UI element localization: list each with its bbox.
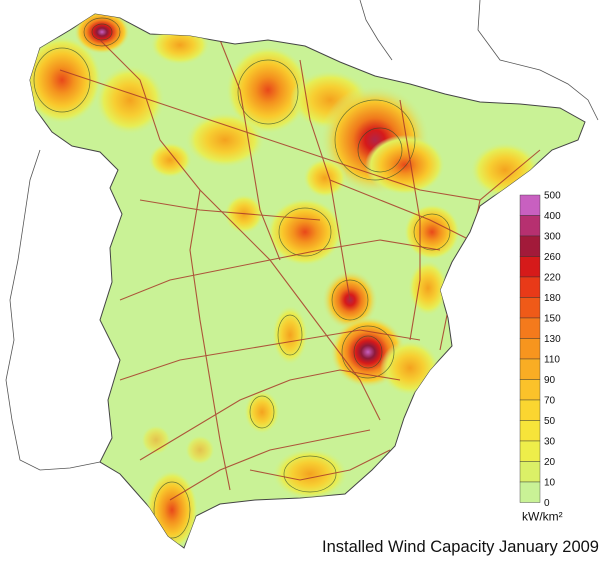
- legend-tick-label: 260: [544, 252, 561, 263]
- legend-tick-label: 20: [544, 457, 556, 468]
- legend-swatch: [519, 461, 541, 483]
- legend-tick-label: 70: [544, 396, 556, 407]
- legend-swatch: [519, 215, 541, 237]
- power-grid: [59, 39, 541, 501]
- legend-tick-label: 180: [544, 293, 561, 304]
- portugal-border: [5, 149, 101, 471]
- legend-swatch: [519, 297, 541, 319]
- hotspot-toledo: [272, 305, 308, 365]
- hotspot-huelva: [141, 425, 171, 455]
- hotspot-valencia: [408, 260, 448, 316]
- hotspot-soria: [303, 158, 347, 198]
- legend-unit: kW/km²: [522, 510, 563, 524]
- legend-tick-label: 220: [544, 273, 561, 284]
- legend-tick-label: 400: [544, 211, 561, 222]
- legend: 500 400 300 260 220 180 150 130 110 90 70 50 30 20 10 0…: [519, 191, 563, 524]
- legend-swatch: [519, 358, 541, 380]
- legend-tick-label: 110: [544, 355, 560, 366]
- legend-tick-label: 50: [544, 416, 556, 427]
- legend-tick-label: 10: [544, 478, 556, 489]
- hotspot-cantabria-burgos: [226, 46, 310, 134]
- legend-tick-label: 500: [544, 191, 561, 202]
- hotspot-leon: [185, 112, 265, 168]
- france-border: [359, 0, 599, 121]
- hotspot-granada-malaga: [272, 448, 348, 500]
- legend-swatch: [519, 399, 541, 421]
- legend-swatch: [519, 379, 541, 401]
- legend-swatch: [519, 235, 541, 257]
- legend-tick-label: 300: [544, 232, 561, 243]
- hotspot-galicia-interior: [95, 65, 165, 135]
- legend-tick-label: 30: [544, 437, 556, 448]
- legend-tick-label: 90: [544, 375, 556, 386]
- legend-tick-label: 150: [544, 314, 561, 325]
- legend-swatch: [519, 317, 541, 339]
- legend-tick-label: 130: [544, 334, 561, 345]
- legend-swatch: [519, 338, 541, 360]
- legend-swatch: [519, 256, 541, 278]
- contour-lines: [33, 17, 451, 539]
- legend-swatch: [519, 481, 541, 503]
- hotspot-burgos-south: [148, 142, 192, 178]
- map-caption: Installed Wind Capacity January 2009: [322, 538, 599, 556]
- legend-tick-label: 0: [544, 498, 550, 509]
- legend-swatch: [519, 276, 541, 298]
- legend-swatch: [519, 420, 541, 442]
- hotspot-aragon-east: [365, 135, 445, 195]
- legend-swatch: [519, 194, 541, 216]
- hotspot-seville: [185, 435, 215, 465]
- hotspot-galicia-north: [74, 14, 130, 54]
- legend-swatch: [519, 440, 541, 462]
